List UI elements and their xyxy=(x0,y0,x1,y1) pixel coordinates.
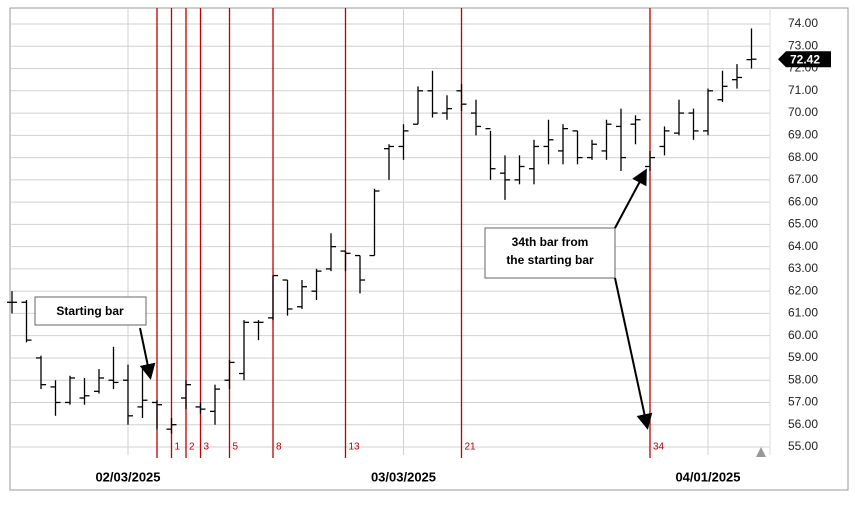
annotation: Starting bar xyxy=(56,304,124,318)
y-tick-label: 57.00 xyxy=(788,395,818,409)
y-tick-label: 59.00 xyxy=(788,350,818,364)
annotation-box xyxy=(484,227,616,279)
y-tick-label: 64.00 xyxy=(788,239,818,253)
price-tag-label: 72.42 xyxy=(790,52,820,66)
y-tick-label: 58.00 xyxy=(788,372,818,386)
price-tag xyxy=(778,51,831,68)
fib-zone-label: 13 xyxy=(349,442,361,453)
fib-zone-label: 8 xyxy=(276,442,282,453)
y-tick-label: 60.00 xyxy=(788,328,818,342)
annotation: the starting bar xyxy=(506,253,594,267)
y-tick-label: 66.00 xyxy=(788,194,818,208)
y-tick-label: 67.00 xyxy=(788,172,818,186)
y-tick-label: 65.00 xyxy=(788,217,818,231)
x-tick-label: 03/03/2025 xyxy=(371,469,436,484)
y-tick-label: 61.00 xyxy=(788,306,818,320)
arrow xyxy=(614,277,653,430)
scroll-marker xyxy=(756,447,766,457)
y-tick-label: 56.00 xyxy=(788,417,818,431)
fib-zone-label: 3 xyxy=(204,442,210,453)
y-tick-label: 62.00 xyxy=(788,283,818,297)
annotation-box xyxy=(34,296,147,326)
fib-zone-label: 34 xyxy=(653,442,665,453)
arrow xyxy=(614,168,647,229)
y-tick-label: 68.00 xyxy=(788,150,818,164)
y-tick-label: 73.00 xyxy=(788,38,818,52)
y-tick-label: 63.00 xyxy=(788,261,818,275)
fib-zone-label: 21 xyxy=(465,442,477,453)
x-tick-label: 02/03/2025 xyxy=(95,469,160,484)
y-tick-label: 70.00 xyxy=(788,105,818,119)
x-tick-label: 04/01/2025 xyxy=(675,469,740,484)
fib-zone-label: 2 xyxy=(189,442,195,453)
y-tick-label: 69.00 xyxy=(788,128,818,142)
y-tick-label: 55.00 xyxy=(788,439,818,453)
arrow xyxy=(139,327,156,380)
fib-zone-label: 1 xyxy=(175,442,181,453)
fib-zone-label: 5 xyxy=(233,442,239,453)
annotation: 34th bar from xyxy=(512,235,589,249)
y-tick-label: 74.00 xyxy=(788,16,818,30)
y-tick-label: 71.00 xyxy=(788,83,818,97)
